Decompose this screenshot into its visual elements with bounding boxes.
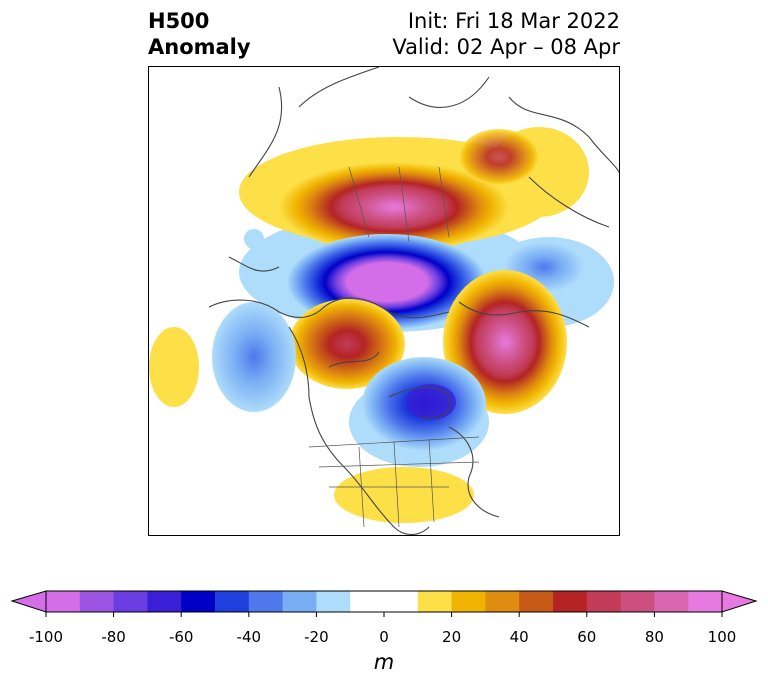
map-title: H500 Anomaly xyxy=(148,8,251,60)
colorbar-cell xyxy=(46,591,81,612)
anomaly-positive-us xyxy=(334,467,474,523)
anomaly-map xyxy=(148,66,620,536)
borders xyxy=(308,166,480,528)
title-line1: H500 xyxy=(148,9,210,33)
colorbar-cell xyxy=(282,591,317,612)
colorbar-tick-label: -100 xyxy=(28,628,64,646)
colorbar-cell xyxy=(316,591,351,612)
colorbar-cell xyxy=(451,591,486,612)
coastlines xyxy=(208,67,619,535)
colorbar-tick-label: 60 xyxy=(577,628,597,646)
anomaly-negative-hudson-core xyxy=(406,384,456,420)
colorbar-tick-label: 80 xyxy=(644,628,664,646)
anomaly-positive-eastpacific xyxy=(149,327,199,407)
colorbar-cell xyxy=(553,591,588,612)
colorbar-cell xyxy=(620,591,655,612)
colorbar-extend-right xyxy=(721,590,758,613)
colorbar-tick-label: -60 xyxy=(168,628,194,646)
colorbar-cells xyxy=(46,591,723,612)
colorbar xyxy=(10,590,758,617)
colorbar-tick-label: -80 xyxy=(101,628,126,646)
colorbar-cell xyxy=(248,591,284,612)
colorbar-cell xyxy=(350,591,385,612)
colorbar-tick-label: -20 xyxy=(304,628,329,646)
colorbar-tick-label: -40 xyxy=(236,628,262,646)
colorbar-cell xyxy=(113,591,148,612)
colorbar-tick-label: 40 xyxy=(509,628,529,646)
colorbar-tick-label: 20 xyxy=(442,628,462,646)
colorbar-cell xyxy=(384,591,419,612)
colorbar-tick-label: 0 xyxy=(379,628,389,646)
anomaly-positive-north xyxy=(459,129,539,185)
colorbar-cell xyxy=(654,591,689,612)
anomaly-map-canvas xyxy=(149,67,619,535)
colorbar-tickmarks xyxy=(45,612,723,617)
colorbar-cell xyxy=(688,591,723,612)
colorbar-unit-label: m xyxy=(373,650,395,674)
valid-range: Valid: 02 Apr – 08 Apr xyxy=(392,35,620,59)
colorbar-cell xyxy=(485,591,520,612)
colorbar-cell xyxy=(79,591,115,612)
init-date: Init: Fri 18 Mar 2022 xyxy=(407,9,620,33)
colorbar-cell xyxy=(417,591,453,612)
colorbar-cell xyxy=(215,591,250,612)
colorbar-cell xyxy=(519,591,554,612)
anomaly-negative-pacific xyxy=(212,302,296,412)
colorbar-cell xyxy=(586,591,622,612)
anomaly-negative-small xyxy=(244,229,264,249)
colorbar-cell xyxy=(181,591,216,612)
title-line2: Anomaly xyxy=(148,35,251,59)
map-subtitle: Init: Fri 18 Mar 2022 Valid: 02 Apr – 08… xyxy=(392,8,620,60)
colorbar-extend-left xyxy=(10,590,47,613)
colorbar-tick-label: 100 xyxy=(707,628,737,646)
anomaly-positive-canada xyxy=(289,299,405,389)
colorbar-cell xyxy=(147,591,182,612)
anomaly-positive-siberia xyxy=(279,162,509,252)
